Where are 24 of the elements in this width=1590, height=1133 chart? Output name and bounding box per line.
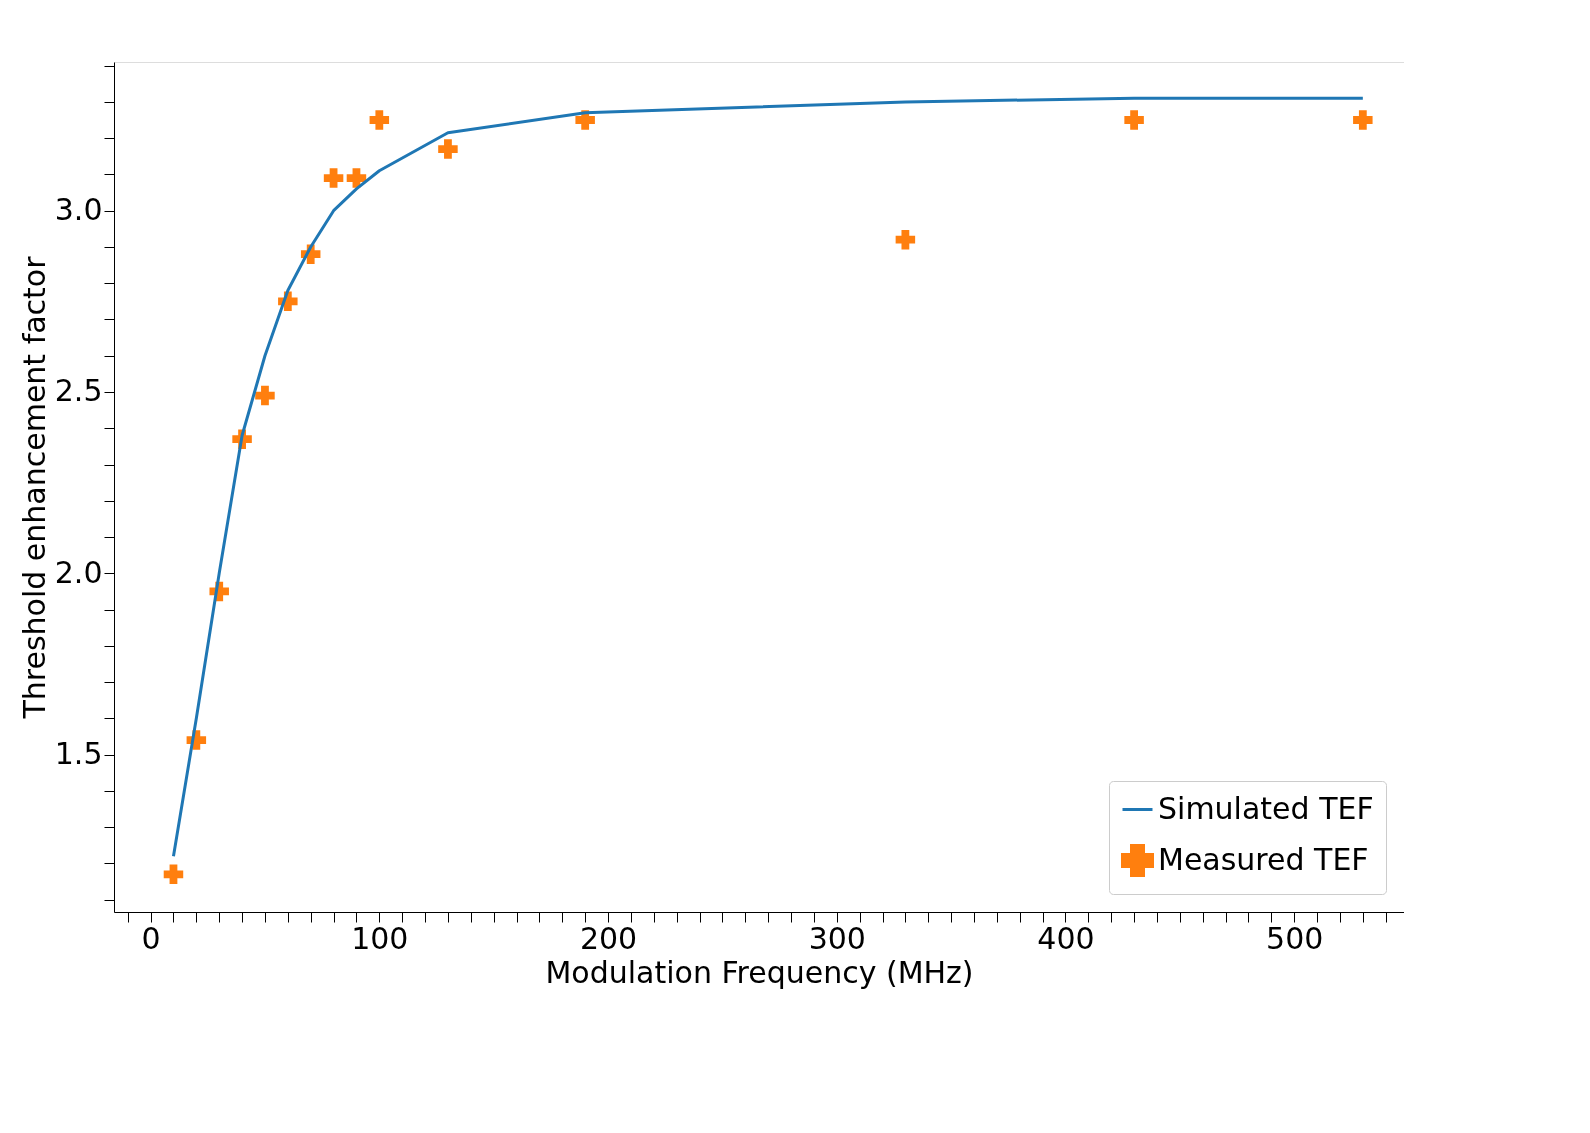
point	[1353, 110, 1373, 130]
y-tick-label: 3.0	[54, 192, 103, 228]
x-tick-label: 500	[1266, 920, 1324, 956]
x-tick-label: 200	[579, 920, 638, 956]
legend-label: Measured TEF	[1158, 841, 1369, 877]
point	[163, 864, 184, 885]
x-tick-label: 0	[141, 920, 161, 956]
x-axis-title: Modulation Frequency (MHz)	[545, 954, 974, 990]
point	[575, 110, 595, 130]
y-tick-label: 2.5	[54, 373, 103, 409]
point	[1124, 110, 1144, 130]
y-axis-title: Threshold enhancement factor	[16, 255, 52, 720]
y-tick-label: 1.5	[54, 736, 103, 772]
x-tick-label: 400	[1037, 920, 1095, 956]
point	[369, 110, 390, 130]
point	[346, 168, 367, 188]
point	[323, 168, 344, 188]
point	[438, 139, 458, 159]
point	[255, 385, 275, 406]
point	[895, 229, 916, 250]
x-tick-label: 300	[808, 920, 866, 956]
y-tick-label: 2.0	[54, 554, 103, 590]
legend-label: Simulated TEF	[1158, 790, 1374, 826]
x-tick-label: 100	[351, 920, 409, 956]
